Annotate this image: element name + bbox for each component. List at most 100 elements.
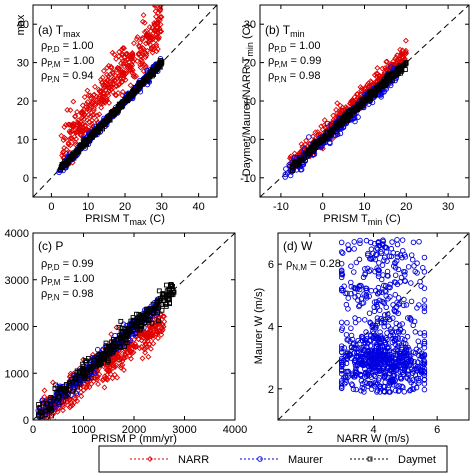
data-point-maurer — [374, 304, 381, 310]
data-point-narr — [129, 66, 136, 73]
data-point-maurer — [338, 343, 345, 349]
data-point-maurer — [356, 302, 363, 309]
data-point-maurer — [388, 245, 395, 252]
data-point-narr — [142, 40, 149, 47]
data-point-daymet — [56, 393, 62, 399]
data-point-daymet — [375, 86, 381, 92]
data-point-narr — [354, 91, 361, 97]
data-point-maurer — [376, 355, 382, 361]
data-point-daymet — [403, 60, 409, 66]
data-point-daymet — [170, 283, 175, 289]
data-point-maurer — [405, 344, 411, 351]
data-point-narr — [72, 139, 79, 146]
data-point-maurer — [410, 377, 416, 383]
data-point-narr — [397, 52, 404, 59]
data-point-narr — [322, 124, 329, 131]
data-point-maurer — [421, 344, 428, 351]
data-point-maurer — [356, 256, 363, 263]
data-point-narr — [399, 47, 406, 54]
data-point-maurer — [343, 377, 349, 383]
data-point-daymet — [49, 407, 54, 413]
data-point-maurer — [391, 279, 398, 285]
data-point-narr — [70, 98, 77, 105]
rho-label: ρP,M = 1.00 — [41, 273, 94, 287]
data-point-maurer — [397, 279, 403, 285]
data-point-narr — [112, 355, 119, 362]
data-point-maurer — [421, 332, 428, 339]
data-point-daymet — [122, 97, 128, 102]
data-point-narr — [108, 63, 115, 70]
data-point-daymet — [390, 71, 396, 77]
data-point-maurer — [348, 283, 355, 290]
data-point-daymet — [101, 120, 107, 126]
data-point-maurer — [94, 346, 101, 353]
data-point-maurer — [378, 319, 385, 326]
data-point-daymet — [63, 393, 69, 399]
data-point-maurer — [408, 298, 415, 305]
data-point-maurer — [348, 325, 354, 332]
data-point-narr — [140, 68, 147, 75]
data-point-daymet — [149, 310, 155, 316]
data-point-maurer — [338, 319, 345, 326]
rho-label: ρP,N = 0.94 — [41, 70, 94, 84]
data-point-maurer — [346, 352, 353, 359]
rho-label: ρP,N = 0.98 — [41, 288, 94, 302]
data-point-narr — [145, 39, 152, 46]
data-point-maurer — [287, 172, 294, 179]
x-tick-label: 4 — [370, 424, 376, 436]
data-point-narr — [116, 65, 123, 72]
data-point-maurer — [345, 306, 351, 312]
data-point-maurer — [371, 308, 378, 315]
data-point-maurer — [411, 263, 417, 269]
y-tick-label: 4000 — [5, 228, 29, 240]
data-point-maurer — [380, 237, 386, 243]
panel-c-label: (c) P — [38, 239, 63, 253]
data-point-maurer — [394, 241, 401, 248]
data-point-daymet — [127, 91, 133, 97]
data-point-narr — [45, 426, 50, 431]
y-tick-label: 4 — [268, 322, 274, 334]
data-point-maurer — [417, 278, 423, 285]
data-point-narr — [119, 88, 126, 95]
data-point-daymet — [56, 400, 62, 406]
data-point-maurer — [377, 333, 384, 339]
data-point-daymet — [363, 97, 369, 103]
y-tick-label: 0 — [23, 173, 29, 185]
data-point-maurer — [377, 367, 383, 374]
data-point-daymet — [138, 322, 144, 328]
data-point-narr — [66, 121, 73, 128]
data-point-maurer — [400, 354, 406, 360]
data-point-maurer — [377, 385, 384, 392]
panel-d-label: (d) W — [283, 239, 313, 253]
panel-d: 2 4 6 2 4 6 (d) W ρN,M = 0.28 NARR W (m/s) Ma… — [253, 232, 470, 445]
data-point-narr — [120, 367, 127, 373]
data-point-narr — [153, 41, 160, 48]
data-point-daymet — [155, 318, 161, 324]
data-point-narr — [136, 331, 143, 338]
data-point-narr — [107, 371, 114, 378]
data-point-narr — [109, 362, 116, 369]
data-point-narr — [141, 19, 148, 26]
y-tick-label: 20 — [17, 96, 29, 108]
data-point-maurer — [365, 383, 371, 389]
data-point-narr — [75, 126, 82, 133]
data-point-daymet — [49, 413, 54, 419]
data-point-narr — [134, 58, 141, 65]
data-point-maurer — [368, 267, 374, 273]
data-point-daymet — [73, 376, 79, 382]
data-point-maurer — [352, 319, 359, 326]
data-point-maurer — [343, 360, 350, 367]
data-point-daymet — [339, 116, 345, 122]
data-point-narr — [142, 64, 149, 71]
data-point-daymet — [91, 363, 96, 369]
data-point-narr — [127, 82, 134, 89]
data-point-daymet — [80, 361, 86, 367]
data-point-narr — [72, 129, 79, 136]
data-point-maurer — [338, 346, 345, 352]
data-point-daymet — [38, 421, 42, 425]
data-point-narr — [84, 117, 91, 124]
x-tick-label: 10 — [358, 201, 370, 213]
data-point-daymet — [67, 379, 73, 385]
data-point-daymet — [137, 327, 143, 333]
